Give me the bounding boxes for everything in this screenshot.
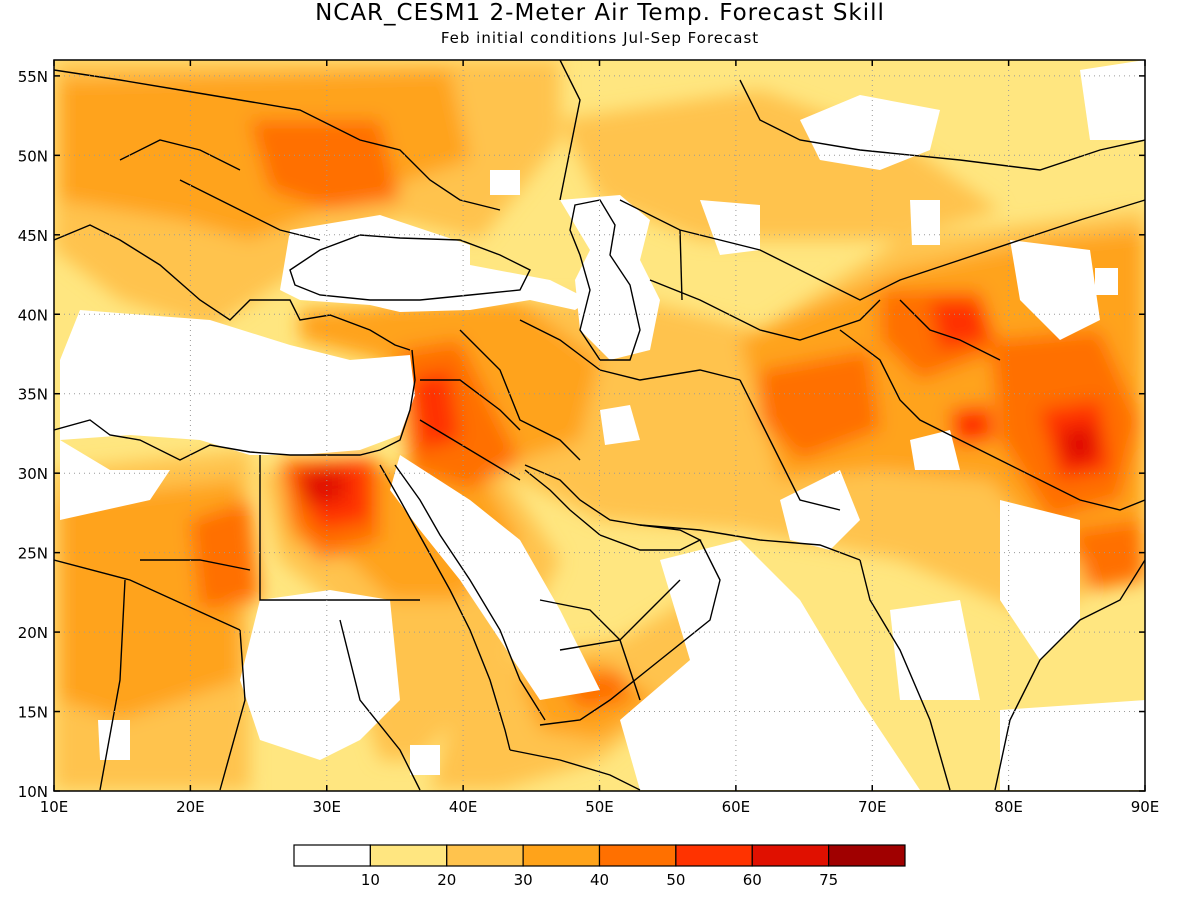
lon-tick-label: 40E [449, 798, 478, 816]
lat-tick-label: 50N [18, 147, 48, 165]
legend-level-label: 40 [590, 871, 609, 889]
legend-level-label: 75 [819, 871, 838, 889]
lon-tick-label: 10E [40, 798, 69, 816]
lon-tick-label: 60E [722, 798, 751, 816]
legend-swatch [751, 844, 830, 867]
legend-swatch [293, 844, 371, 867]
longitude-axis: 10E 20E 30E 40E 50E 60E 70E 80E 90E [40, 60, 1160, 816]
latitude-axis: 10N 15N 20N 25N 30N 35N 40N 45N 50N 55N [18, 68, 1145, 801]
lat-tick-label: 30N [18, 465, 48, 483]
legend-level-label: 20 [437, 871, 456, 889]
legend-swatch [675, 844, 753, 867]
legend-swatch [598, 844, 677, 867]
skill-shading [54, 60, 1145, 791]
lat-tick-label: 10N [18, 783, 48, 801]
legend-swatch [522, 844, 601, 867]
skill-legend: 10 20 30 40 50 60 75 [293, 844, 906, 889]
legend-level-label: 10 [361, 871, 380, 889]
legend-swatch [369, 844, 448, 867]
legend-level-label: 60 [743, 871, 762, 889]
map-title: NCAR_CESM1 2-Meter Air Temp. Forecast Sk… [315, 0, 885, 26]
lon-tick-label: 50E [585, 798, 614, 816]
lon-tick-label: 30E [312, 798, 341, 816]
lat-tick-label: 35N [18, 386, 48, 404]
lon-tick-label: 90E [1131, 798, 1160, 816]
lon-tick-label: 80E [994, 798, 1023, 816]
lon-tick-label: 20E [176, 798, 205, 816]
gridlines [54, 60, 1145, 791]
map-subtitle: Feb initial conditions Jul-Sep Forecast [440, 29, 760, 47]
lat-tick-label: 55N [18, 68, 48, 86]
legend-level-label: 50 [666, 871, 685, 889]
lat-tick-label: 15N [18, 704, 48, 722]
lat-tick-label: 40N [18, 306, 48, 324]
legend-swatch [828, 844, 906, 867]
legend-level-label: 30 [514, 871, 533, 889]
lat-tick-label: 25N [18, 545, 48, 563]
lat-tick-label: 45N [18, 227, 48, 245]
lat-tick-label: 20N [18, 624, 48, 642]
legend-swatch [446, 844, 524, 867]
lon-tick-label: 70E [858, 798, 887, 816]
